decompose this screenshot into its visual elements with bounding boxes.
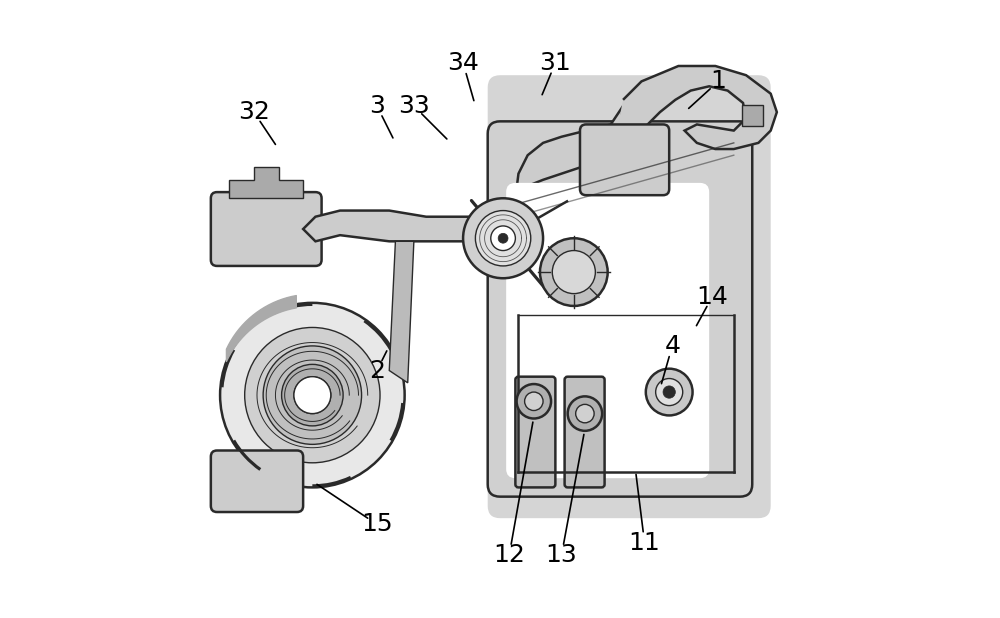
FancyBboxPatch shape	[506, 183, 709, 478]
Text: 13: 13	[546, 543, 577, 567]
FancyBboxPatch shape	[211, 192, 322, 266]
Ellipse shape	[294, 377, 331, 413]
FancyBboxPatch shape	[211, 451, 303, 512]
FancyBboxPatch shape	[515, 377, 555, 488]
Circle shape	[656, 378, 683, 405]
Text: 32: 32	[238, 100, 270, 124]
Text: 1: 1	[710, 69, 726, 93]
Circle shape	[498, 234, 508, 243]
Text: 34: 34	[447, 51, 479, 75]
Text: 14: 14	[696, 285, 728, 309]
FancyBboxPatch shape	[488, 75, 771, 518]
Polygon shape	[303, 211, 512, 241]
Circle shape	[525, 392, 543, 410]
FancyBboxPatch shape	[580, 124, 669, 195]
Circle shape	[568, 396, 602, 431]
Ellipse shape	[263, 346, 362, 444]
Circle shape	[663, 386, 675, 398]
Ellipse shape	[245, 328, 380, 463]
Circle shape	[552, 250, 595, 294]
PathPatch shape	[611, 66, 777, 161]
Circle shape	[540, 239, 608, 306]
Polygon shape	[229, 167, 303, 198]
Text: 11: 11	[629, 531, 660, 555]
Text: 33: 33	[398, 94, 430, 118]
Text: 15: 15	[361, 512, 393, 536]
Text: 31: 31	[539, 51, 571, 75]
FancyBboxPatch shape	[488, 121, 752, 497]
Circle shape	[646, 369, 693, 415]
Circle shape	[294, 377, 331, 413]
Text: 12: 12	[493, 543, 525, 567]
Bar	[470, 206, 506, 240]
Ellipse shape	[220, 303, 405, 488]
PathPatch shape	[515, 106, 623, 198]
Circle shape	[491, 226, 515, 250]
Circle shape	[576, 404, 594, 423]
Text: 3: 3	[369, 94, 385, 118]
Circle shape	[475, 211, 531, 266]
Circle shape	[463, 198, 543, 278]
FancyBboxPatch shape	[565, 377, 605, 488]
Circle shape	[517, 384, 551, 418]
Ellipse shape	[282, 365, 343, 426]
Polygon shape	[389, 241, 414, 383]
Text: 4: 4	[664, 334, 680, 358]
Text: 2: 2	[369, 358, 385, 383]
FancyBboxPatch shape	[742, 104, 763, 125]
